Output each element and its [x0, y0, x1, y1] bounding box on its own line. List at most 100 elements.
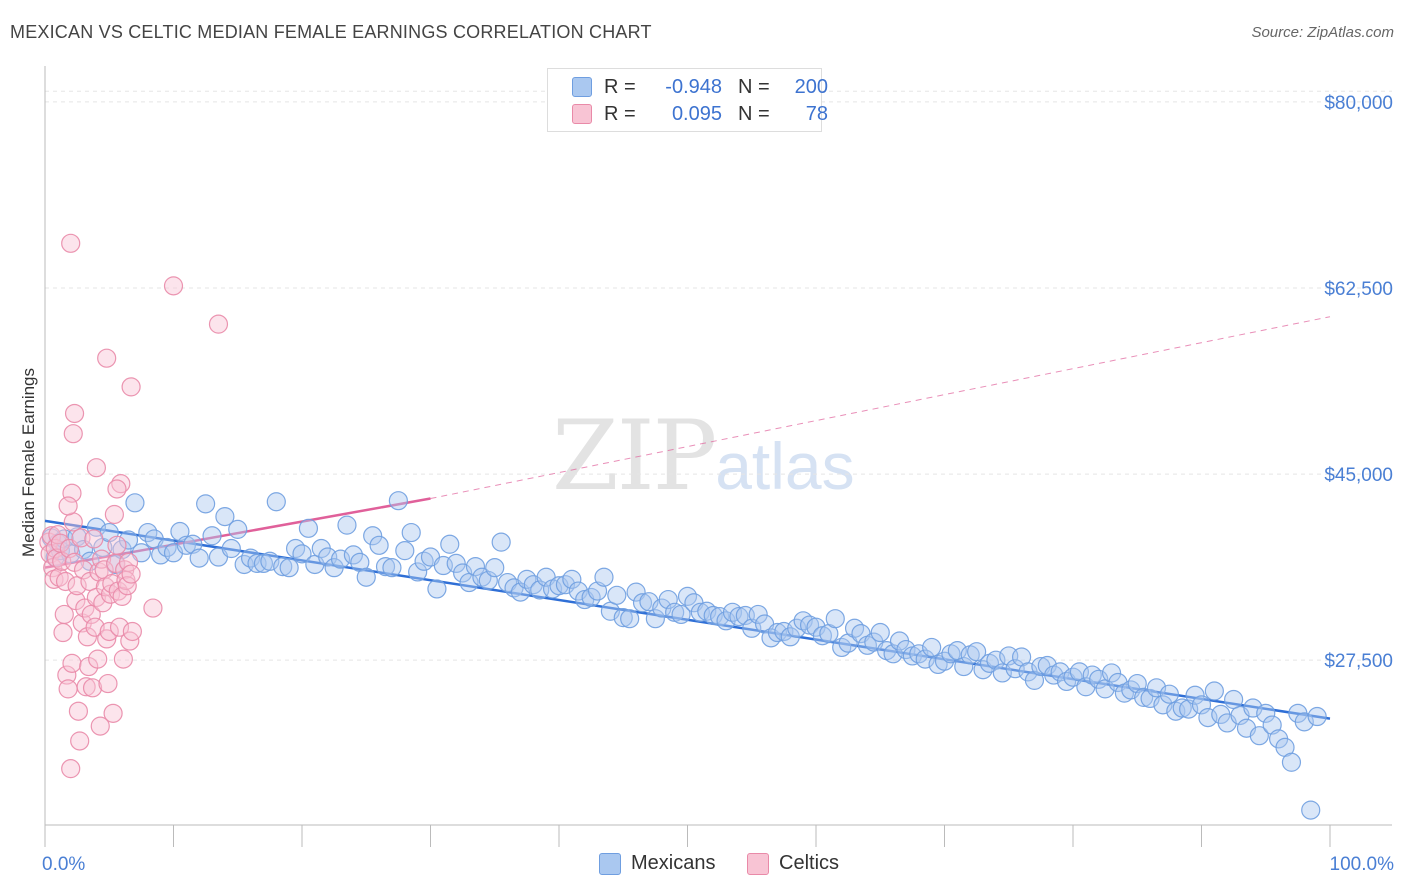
- celtics-point: [68, 701, 89, 721]
- celtics-point: [82, 678, 103, 698]
- celtics-point: [102, 574, 122, 594]
- mexicans-point: [221, 538, 241, 559]
- legend-row-mexicans: R = -0.948 N = 200: [572, 74, 828, 100]
- celtics-point: [84, 529, 104, 549]
- mexicans-point: [1243, 698, 1263, 718]
- mexicans-point: [729, 606, 749, 627]
- celtics-point: [90, 716, 110, 736]
- axes: [44, 66, 1392, 847]
- celtics-point: [208, 314, 229, 334]
- celtics-point: [98, 673, 118, 694]
- mexicans-point: [356, 567, 376, 587]
- mexicans-point: [1249, 726, 1269, 746]
- celtics-point: [57, 665, 77, 685]
- celtics-point: [103, 703, 123, 723]
- watermark: ZIPatlas: [552, 400, 855, 512]
- data-points: [39, 233, 1327, 820]
- mexicans-point: [465, 556, 486, 577]
- mexicans-point: [196, 494, 216, 514]
- celtics-legend-swatch: [747, 852, 769, 875]
- mexicans-point: [273, 556, 293, 577]
- celtics-point: [54, 604, 74, 625]
- mexicans-point: [1063, 667, 1083, 687]
- celtics-trend-line: [44, 497, 431, 569]
- celtics-point: [62, 653, 82, 673]
- axis-labels: $27,500 $45,000 $62,500 $80,000 0.0% 100.0% Me…: [19, 93, 1394, 875]
- mexicans-point: [176, 535, 196, 555]
- mexicans-point: [767, 622, 788, 643]
- mexicans-point: [992, 663, 1012, 683]
- celtics-point: [86, 458, 107, 478]
- y-tick-label: $45,000: [1324, 465, 1393, 486]
- mexicans-point: [485, 558, 505, 578]
- celtics-point: [108, 581, 128, 601]
- mexicans-point: [228, 519, 248, 539]
- mexicans-point: [620, 609, 640, 629]
- celtics-point: [64, 403, 85, 424]
- mexicans-legend-label: Mexicans: [631, 852, 716, 874]
- mexicans-point: [157, 537, 177, 558]
- celtics-point: [63, 512, 83, 532]
- y-tick-label: $27,500: [1324, 651, 1393, 672]
- mexicans-point: [632, 593, 653, 613]
- mexicans-point: [395, 541, 415, 561]
- celtics-legend-label: Celtics: [779, 852, 840, 874]
- legend-item-celtics[interactable]: Celtics: [747, 852, 839, 875]
- n-label: N =: [738, 102, 770, 125]
- r-value: 0.095: [671, 102, 722, 125]
- mexicans-point: [363, 526, 383, 546]
- mexicans-point: [1256, 703, 1276, 723]
- celtics-trend-extension: [430, 316, 1331, 500]
- celtics-point: [111, 474, 131, 494]
- mexicans-point: [844, 618, 865, 638]
- x-tick-label: 0.0%: [42, 854, 85, 875]
- n-value: 200: [794, 75, 828, 98]
- mexicans-point: [125, 493, 145, 513]
- mexicans-point: [343, 545, 363, 565]
- mexicans-point: [922, 637, 942, 658]
- celtics-point: [113, 649, 133, 669]
- watermark-zip: ZIP: [552, 400, 717, 512]
- celtics-point: [53, 622, 73, 643]
- mexicans-point: [241, 548, 261, 568]
- mexicans-point: [189, 548, 209, 568]
- mexicans-point: [285, 538, 306, 559]
- mexicans-point: [1185, 685, 1205, 705]
- mexicans-point: [626, 582, 646, 602]
- y-tick-label: $80,000: [1324, 93, 1393, 114]
- y-axis-label: Median Female Earnings: [19, 368, 38, 557]
- mexicans-point: [427, 579, 447, 599]
- mexicans-point: [260, 551, 280, 571]
- r-value: -0.948: [665, 75, 722, 98]
- celtics-point: [85, 617, 105, 637]
- x-tick-label: 100.0%: [1330, 854, 1395, 875]
- celtics-point: [73, 560, 94, 580]
- celtics-point: [163, 276, 184, 296]
- mexicans-point: [934, 651, 955, 671]
- legend-item-mexicans[interactable]: Mexicans: [599, 852, 715, 875]
- celtics-point: [62, 483, 82, 503]
- mexicans-point: [279, 558, 299, 578]
- mexicans-point: [330, 549, 351, 569]
- celtics-point: [55, 571, 76, 592]
- mexicans-point: [1050, 662, 1070, 682]
- celtics-point: [107, 535, 127, 555]
- mexicans-point: [1134, 687, 1154, 707]
- grid-lines: [45, 90, 1392, 661]
- celtics-point: [117, 576, 137, 596]
- mexicans-point: [446, 553, 466, 574]
- stats-legend: R = -0.948 N = 200 R = 0.095 N = 78: [547, 68, 828, 132]
- celtics-point: [97, 629, 117, 649]
- mexicans-point: [401, 522, 421, 543]
- mexicans-point: [915, 649, 935, 669]
- mexicans-point: [1159, 684, 1179, 704]
- mexicans-point: [748, 604, 768, 625]
- celtics-point: [77, 627, 98, 647]
- mexicans-point: [408, 562, 428, 582]
- celtics-point: [109, 617, 130, 637]
- y-tick-label: $62,500: [1324, 279, 1393, 300]
- mexicans-point: [388, 491, 408, 511]
- mexicans-point: [498, 572, 518, 593]
- mexicans-point: [562, 569, 582, 589]
- celtics-point: [107, 479, 127, 499]
